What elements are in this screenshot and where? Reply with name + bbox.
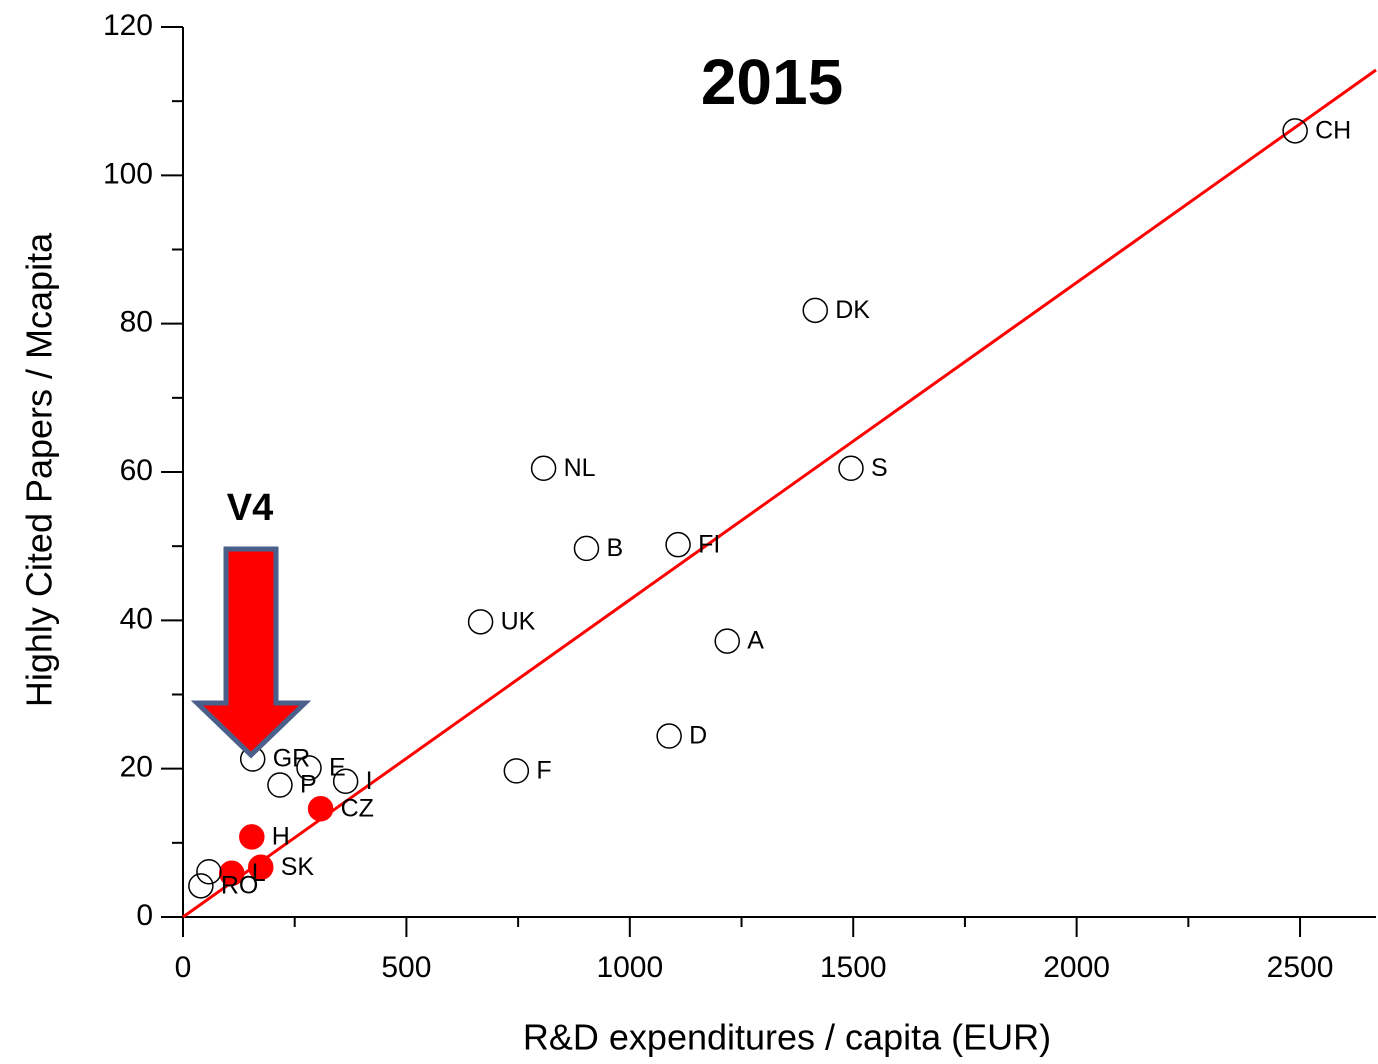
point bbox=[296, 755, 322, 781]
point bbox=[665, 531, 691, 558]
point-label: L bbox=[252, 859, 266, 887]
point-label: GR bbox=[273, 745, 311, 773]
point bbox=[239, 824, 265, 850]
y-tick-label: 100 bbox=[103, 157, 153, 190]
point-label: H bbox=[272, 823, 290, 851]
point bbox=[656, 723, 682, 749]
point-label: RO bbox=[221, 871, 259, 899]
point bbox=[467, 609, 494, 635]
point bbox=[530, 455, 557, 482]
y-tick-label: 80 bbox=[120, 306, 153, 339]
point-label: D bbox=[689, 722, 707, 750]
point-label: I bbox=[366, 767, 373, 795]
annotation: V4 bbox=[227, 487, 273, 529]
point-label: P bbox=[300, 771, 317, 799]
point bbox=[573, 535, 600, 562]
point-label: F bbox=[536, 757, 551, 785]
point bbox=[188, 873, 214, 899]
point-label: NL bbox=[564, 454, 596, 482]
point-label: CZ bbox=[341, 794, 374, 822]
point bbox=[267, 772, 293, 798]
chart-title: 2015 bbox=[701, 46, 843, 118]
point bbox=[802, 297, 828, 324]
y-tick-label: 40 bbox=[120, 602, 153, 635]
point bbox=[714, 628, 740, 654]
fit-line bbox=[182, 68, 1377, 919]
point bbox=[218, 860, 245, 886]
point bbox=[196, 859, 222, 885]
point bbox=[332, 768, 359, 795]
point-label: B bbox=[606, 534, 623, 562]
x-tick-label: 2500 bbox=[1267, 951, 1334, 984]
point bbox=[1282, 118, 1308, 144]
x-tick-label: 500 bbox=[381, 951, 431, 984]
x-tick-label: 1500 bbox=[820, 951, 887, 984]
y-tick-label: 60 bbox=[120, 454, 153, 487]
y-tick-label: 120 bbox=[103, 9, 153, 42]
point-label: CH bbox=[1315, 116, 1351, 144]
point bbox=[503, 758, 530, 784]
y-tick-label: 0 bbox=[136, 899, 153, 932]
point bbox=[307, 795, 334, 822]
point-label: S bbox=[871, 454, 888, 482]
point-label: SK bbox=[281, 853, 315, 881]
x-tick-label: 1000 bbox=[596, 951, 663, 984]
point-label: DK bbox=[835, 296, 870, 324]
point-label: FI bbox=[698, 530, 720, 558]
y-axis-title: Highly Cited Papers / Mcapita bbox=[19, 232, 60, 707]
x-tick-label: 2000 bbox=[1043, 951, 1110, 984]
y-tick-label: 20 bbox=[120, 751, 153, 784]
point-label: A bbox=[747, 627, 764, 655]
point bbox=[838, 455, 864, 482]
arrow bbox=[190, 546, 312, 759]
point-label: UK bbox=[501, 607, 536, 635]
point-label: E bbox=[329, 754, 346, 782]
point bbox=[247, 854, 274, 881]
x-axis-title: R&D expenditures / capita (EUR) bbox=[523, 1017, 1051, 1058]
x-tick-label: 0 bbox=[175, 951, 192, 984]
